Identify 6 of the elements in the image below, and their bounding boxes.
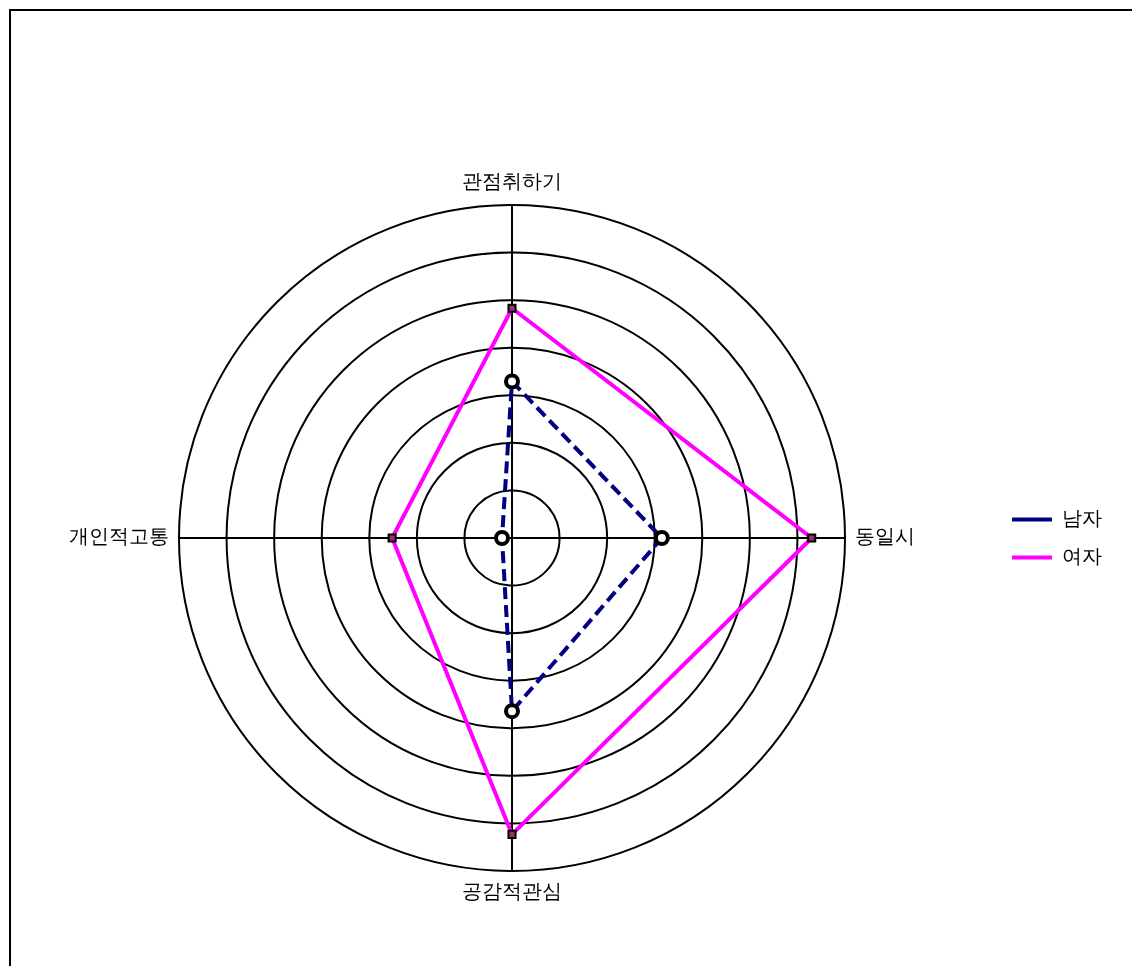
spoke-label: 관점취하기 — [462, 169, 562, 194]
legend-label: 남자 — [1062, 505, 1102, 530]
legend-label: 여자 — [1062, 543, 1102, 568]
spoke-label: 공감적관심 — [462, 879, 562, 904]
spoke-label: 동일시 — [855, 524, 915, 549]
spoke-label: 개인적고통 — [69, 524, 169, 549]
